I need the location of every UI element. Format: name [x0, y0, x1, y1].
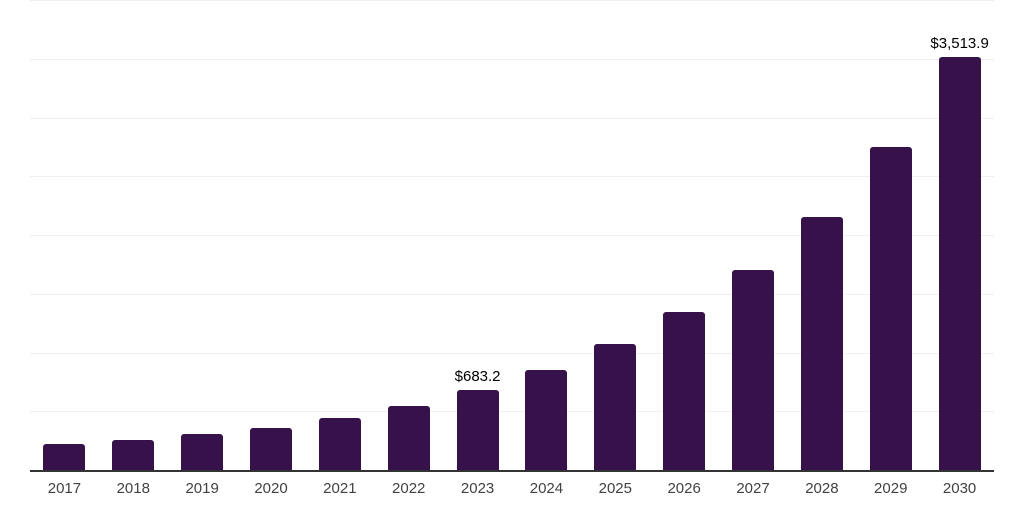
gridline-1500 — [30, 293, 994, 295]
x-tick-label-2023: 2023 — [460, 480, 495, 497]
gridline-3000 — [30, 117, 994, 119]
x-tick-label-2017: 2017 — [47, 480, 82, 497]
bar-slot-2019 — [168, 0, 237, 470]
x-tick-label-2027: 2027 — [736, 480, 770, 497]
gridline-3500 — [30, 58, 994, 60]
bars-container: $683.2 $3,513.9 — [30, 0, 994, 470]
bar-2028 — [800, 216, 843, 470]
gridline-4000 — [30, 0, 994, 1]
bar-2022 — [387, 405, 430, 470]
bar-slot-2020 — [237, 0, 306, 470]
x-tick-label-2021: 2021 — [323, 480, 357, 497]
bar-2025 — [594, 343, 637, 470]
bar-slot-2022 — [374, 0, 443, 470]
x-tick-label-2028: 2028 — [805, 480, 839, 497]
bar-2023 — [456, 389, 499, 470]
x-tick-label-2018: 2018 — [116, 480, 150, 497]
bar-2026 — [663, 311, 706, 470]
bar-slot-2018 — [99, 0, 168, 470]
bar-slot-2026 — [650, 0, 719, 470]
bar-2018 — [112, 440, 155, 470]
bar-2021 — [318, 418, 361, 470]
bar-slot-2028 — [787, 0, 856, 470]
gridline-1000 — [30, 352, 994, 354]
x-tick-label-2025: 2025 — [598, 480, 632, 497]
bar-slot-2021 — [305, 0, 374, 470]
x-tick-label-2029: 2029 — [874, 480, 908, 497]
bar-slot-2025 — [581, 0, 650, 470]
gridline-2500 — [30, 176, 994, 178]
bar-2030 — [938, 57, 981, 470]
x-axis-line — [30, 470, 994, 472]
bar-slot-2027 — [719, 0, 788, 470]
x-tick-label-2019: 2019 — [185, 480, 219, 497]
bar-slot-2030: $3,513.9 — [925, 0, 994, 470]
bar-2029 — [869, 147, 912, 470]
x-tick-label-2026: 2026 — [667, 480, 701, 497]
x-tick-label-2020: 2020 — [254, 480, 288, 497]
bar-2020 — [250, 427, 292, 470]
bar-2024 — [525, 369, 568, 470]
data-label-2030: $3,513.9 — [930, 35, 989, 53]
x-tick-label-2030: 2030 — [942, 480, 977, 497]
bar-2019 — [181, 434, 224, 470]
x-tick-label-2024: 2024 — [529, 480, 564, 497]
bar-2027 — [732, 270, 775, 470]
x-axis-labels: 2017 2018 2019 2020 2021 2022 2023 2024 2025 2026… — [30, 480, 994, 497]
plot-area: $683.2 $3,513.9 — [30, 0, 994, 470]
bar-2017 — [43, 444, 86, 470]
bar-slot-2029 — [856, 0, 925, 470]
bar-slot-2024 — [512, 0, 581, 470]
bar-slot-2017 — [30, 0, 99, 470]
bar-slot-2023: $683.2 — [443, 0, 512, 470]
x-tick-label-2022: 2022 — [392, 480, 426, 497]
data-label-2023: $683.2 — [454, 367, 501, 385]
gridline-500 — [30, 411, 994, 413]
gridline-2000 — [30, 235, 994, 236]
